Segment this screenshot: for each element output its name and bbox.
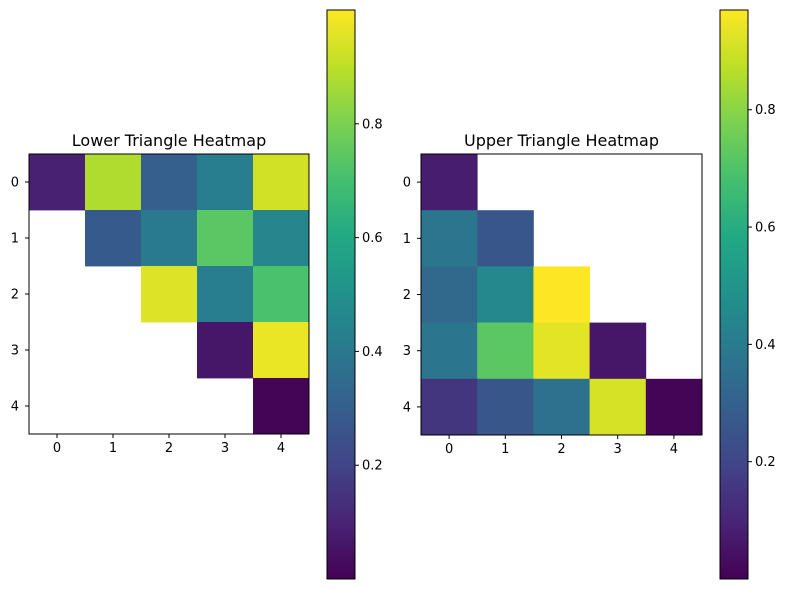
lower-cell-r0-c4	[253, 154, 310, 211]
upper-y-tick-label: 2	[403, 288, 411, 303]
upper-cell-r2-c1	[477, 266, 534, 323]
lower-y-tick-label: 3	[11, 344, 19, 359]
upper-colorbar-tick-label: 0.6	[755, 221, 776, 236]
lower-colorbar	[326, 9, 356, 580]
lower-x-tick-label: 1	[109, 441, 117, 456]
upper-cell-r0-c0	[421, 154, 478, 211]
upper-x-tick-label: 1	[501, 442, 509, 457]
upper-colorbar-tick-label: 0.4	[755, 338, 776, 353]
lower-cell-r0-c2	[141, 154, 198, 211]
upper-colorbar-tick-label: 0.2	[755, 455, 776, 470]
upper-cell-r2-c2	[533, 266, 590, 323]
lower-cell-r2-c3	[197, 266, 254, 323]
lower-colorbar-tick-label: 0.4	[362, 345, 383, 360]
upper-x-tick-label: 4	[670, 442, 678, 457]
upper-cell-r3-c0	[421, 322, 478, 380]
lower-cell-r1-c4	[253, 210, 310, 267]
lower-x-tick-label: 2	[165, 441, 173, 456]
lower-x-tick-label: 4	[277, 441, 285, 456]
upper-x-tick-label: 2	[557, 442, 565, 457]
lower-cell-r0-c0	[29, 154, 86, 211]
lower-x-tick-label: 0	[53, 441, 61, 456]
upper-cell-r4-c0	[421, 378, 478, 436]
lower-cell-r0-c3	[197, 154, 254, 211]
upper-y-tick-label: 0	[403, 176, 411, 191]
upper-cell-r3-c3	[589, 322, 647, 380]
upper-y-tick-label: 3	[403, 344, 411, 359]
lower-y-tick-label: 4	[11, 400, 19, 415]
upper-cell-r2-c0	[421, 266, 478, 323]
upper-cell-r4-c2	[533, 378, 590, 436]
lower-cell-r4-c4	[253, 378, 310, 435]
lower-cell-r3-c4	[253, 322, 310, 379]
lower-cell-r2-c4	[253, 266, 310, 323]
lower-colorbar-tick-label: 0.6	[362, 231, 383, 246]
lower-colorbar-tick-label: 0.8	[362, 117, 383, 132]
upper-chart-title: Upper Triangle Heatmap	[464, 131, 659, 150]
upper-y-tick-label: 4	[403, 400, 411, 415]
lower-triangle-panel: Lower Triangle Heatmap 0 1 2 3 4 0 1 2 3 4 0.2 0.4 0.…	[11, 9, 383, 580]
upper-cell-r1-c1	[477, 210, 534, 267]
lower-chart-title: Lower Triangle Heatmap	[72, 131, 266, 150]
lower-colorbar-tick-label: 0.2	[362, 459, 383, 474]
lower-cell-r1-c1	[85, 210, 142, 267]
upper-colorbar	[719, 9, 749, 580]
upper-cell-r4-c1	[477, 378, 534, 436]
upper-cell-r3-c1	[477, 322, 534, 380]
lower-cell-r3-c3	[197, 322, 254, 379]
lower-cell-r2-c2	[141, 266, 198, 323]
lower-cell-r1-c3	[197, 210, 254, 267]
lower-cell-r0-c1	[85, 154, 142, 211]
upper-cell-r1-c0	[421, 210, 478, 267]
upper-colorbar-tick-label: 0.8	[755, 103, 776, 118]
upper-cell-r4-c3	[589, 378, 647, 436]
lower-x-tick-label: 3	[221, 441, 229, 456]
upper-y-tick-label: 1	[403, 232, 411, 247]
upper-cell-r3-c2	[533, 322, 590, 380]
upper-cell-r4-c4	[645, 378, 703, 436]
upper-triangle-panel: Upper Triangle Heatmap 0 1 2 3 4 0 1 2 3 4 0.2 0.4 0.…	[403, 9, 776, 580]
lower-y-tick-label: 0	[11, 176, 19, 191]
lower-y-tick-label: 2	[11, 288, 19, 303]
lower-cell-r1-c2	[141, 210, 198, 267]
upper-x-tick-label: 3	[614, 442, 622, 457]
lower-y-tick-label: 1	[11, 232, 19, 247]
upper-x-tick-label: 0	[445, 442, 453, 457]
